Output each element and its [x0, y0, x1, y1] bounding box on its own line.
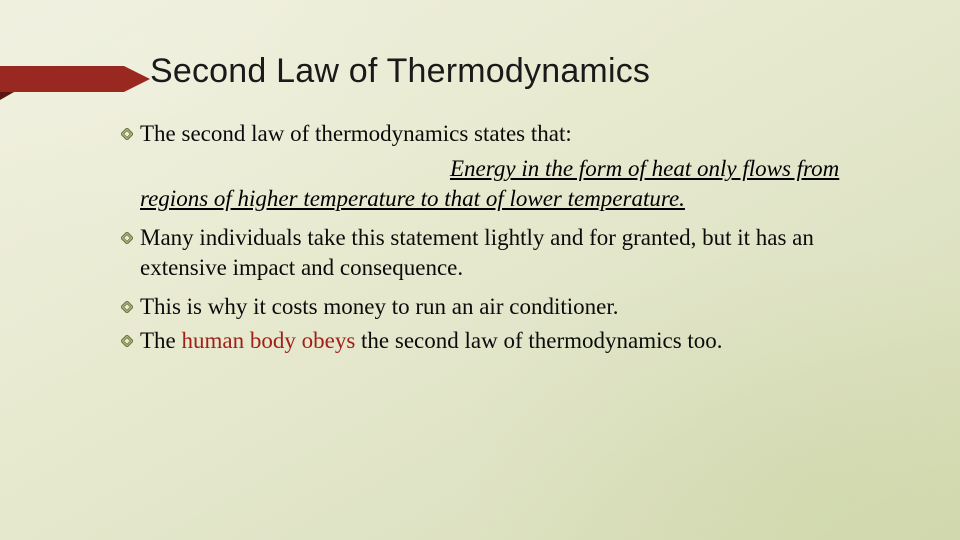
arrow-body-icon — [0, 66, 150, 92]
slide: Second Law of Thermodynamics The second … — [0, 0, 960, 540]
diamond-bullet-icon — [118, 225, 136, 251]
bullet-text-suffix: the second law of thermodynamics too. — [355, 328, 722, 353]
arrow-shadow-icon — [0, 92, 14, 100]
bullet-item: The human body obeys the second law of t… — [118, 326, 900, 355]
bullet-text: Many individuals take this statement lig… — [140, 223, 900, 282]
slide-title: Second Law of Thermodynamics — [150, 52, 920, 91]
law-statement: Energy in the form of heat only flows fr… — [140, 154, 892, 213]
diamond-bullet-icon — [118, 328, 136, 354]
bullet-item: Many individuals take this statement lig… — [118, 223, 900, 282]
bullet-text: This is why it costs money to run an air… — [140, 292, 900, 321]
bullet-item: This is why it costs money to run an air… — [118, 292, 900, 321]
law-statement-text: Energy in the form of heat only flows fr… — [140, 156, 839, 210]
bullet-item: The second law of thermodynamics states … — [118, 119, 900, 148]
slide-content: The second law of thermodynamics states … — [118, 119, 900, 355]
bullet-text-accent: human body obeys — [182, 328, 356, 353]
bullet-text: The human body obeys the second law of t… — [140, 326, 900, 355]
bullet-text: The second law of thermodynamics states … — [140, 119, 900, 148]
diamond-bullet-icon — [118, 121, 136, 147]
diamond-bullet-icon — [118, 294, 136, 320]
title-row: Second Law of Thermodynamics — [40, 52, 920, 91]
bullet-text-prefix: The — [140, 328, 182, 353]
title-arrow-icon — [0, 62, 160, 100]
